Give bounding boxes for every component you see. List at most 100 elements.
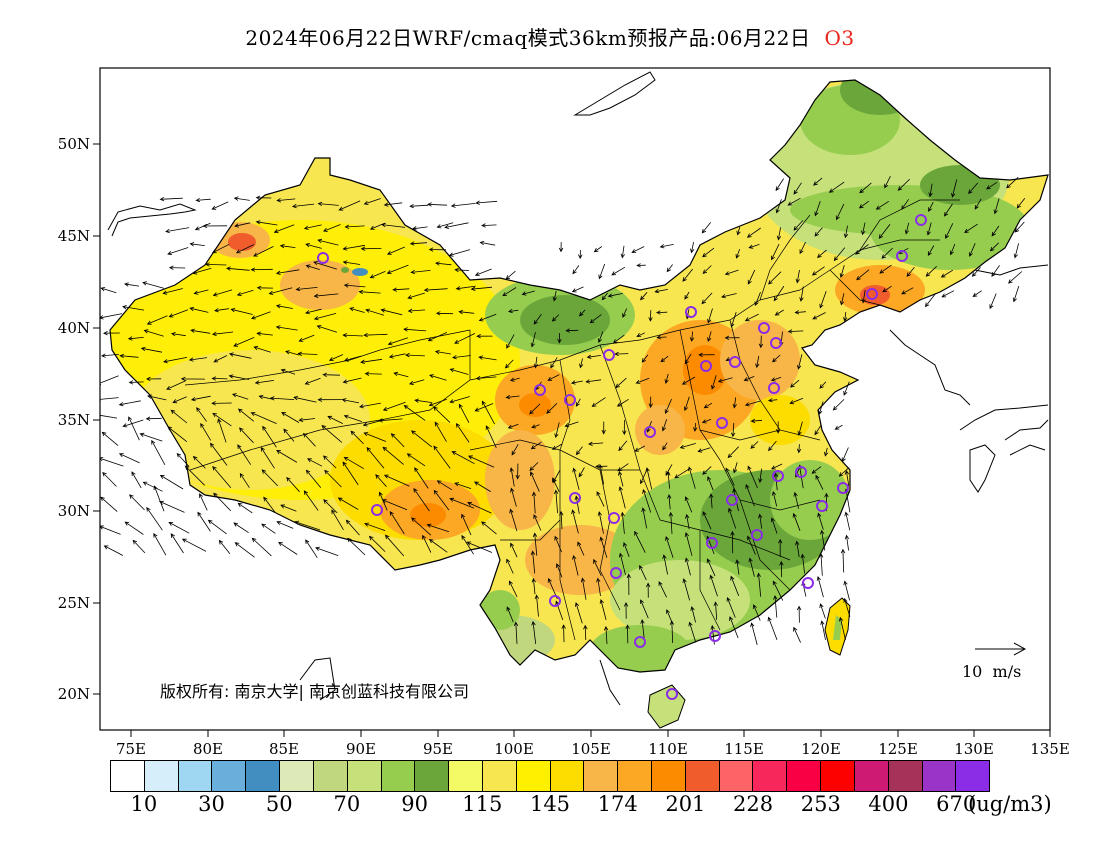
city-marker[interactable] xyxy=(534,384,546,396)
wind-arrow xyxy=(797,354,803,370)
wind-arrow xyxy=(620,511,625,534)
wind-arrow xyxy=(190,395,211,402)
wind-arrow xyxy=(461,534,474,555)
city-marker[interactable] xyxy=(816,500,828,512)
wind-arrow xyxy=(968,182,979,195)
city-marker[interactable] xyxy=(866,288,878,300)
wind-arrow xyxy=(702,247,715,258)
wind-scale-label: 10 m/s xyxy=(962,662,1021,681)
wind-arrow xyxy=(684,496,693,513)
wind-arrow xyxy=(226,266,250,271)
wind-arrow xyxy=(197,511,211,532)
wind-arrow xyxy=(448,249,471,257)
legend-swatch xyxy=(719,761,754,791)
species-label: O3 xyxy=(824,26,855,50)
lon-label: 110E xyxy=(648,740,688,758)
city-marker[interactable] xyxy=(751,529,763,541)
city-marker[interactable] xyxy=(608,512,620,524)
longitude-axis xyxy=(130,730,1051,737)
wind-arrow xyxy=(389,510,405,535)
wind-arrow xyxy=(728,507,737,529)
city-marker[interactable] xyxy=(716,417,728,429)
legend-value-label: 50 xyxy=(265,792,293,816)
wind-arrow xyxy=(928,183,933,198)
wind-arrow xyxy=(824,447,829,457)
city-marker[interactable] xyxy=(706,537,718,549)
wind-arrow xyxy=(735,248,741,259)
wind-arrow xyxy=(381,499,408,511)
wind-arrow xyxy=(815,474,824,490)
city-marker[interactable] xyxy=(644,426,656,438)
wind-arrow xyxy=(792,512,801,531)
city-marker[interactable] xyxy=(837,482,849,494)
city-marker[interactable] xyxy=(564,394,576,406)
wind-arrow xyxy=(707,475,714,491)
city-marker[interactable] xyxy=(758,322,770,334)
city-marker[interactable] xyxy=(666,688,678,700)
city-marker[interactable] xyxy=(915,214,927,226)
city-marker[interactable] xyxy=(772,470,784,482)
wind-arrow xyxy=(711,375,717,390)
city-marker[interactable] xyxy=(896,250,908,262)
wind-arrow xyxy=(142,481,163,492)
city-marker[interactable] xyxy=(795,466,807,478)
city-marker[interactable] xyxy=(802,577,814,589)
city-marker[interactable] xyxy=(371,504,383,516)
wind-arrow xyxy=(659,244,674,249)
wind-arrow xyxy=(793,626,801,643)
wind-arrow xyxy=(423,287,448,293)
city-marker[interactable] xyxy=(700,360,712,372)
wind-arrow xyxy=(233,522,249,534)
wind-arrow xyxy=(767,616,778,640)
wind-arrow xyxy=(363,332,388,338)
wind-arrow xyxy=(143,329,164,337)
wind-arrow xyxy=(102,471,117,487)
wind-arrow xyxy=(393,371,409,378)
wind-arrow xyxy=(795,269,800,284)
wind-arrow xyxy=(618,440,628,452)
city-marker[interactable] xyxy=(610,567,622,579)
wind-arrow xyxy=(250,311,271,320)
wind-arrow xyxy=(317,397,342,402)
wind-arrow xyxy=(305,243,322,249)
wind-arrow xyxy=(261,523,276,534)
lon-label: 105E xyxy=(571,740,611,758)
city-marker[interactable] xyxy=(569,492,581,504)
wind-arrow xyxy=(596,577,601,596)
wind-arrow xyxy=(168,309,189,318)
wind-arrow xyxy=(927,245,935,257)
city-marker[interactable] xyxy=(770,337,782,349)
wind-arrow xyxy=(593,558,602,576)
wind-arrow xyxy=(551,314,560,322)
wind-arrow xyxy=(163,357,188,364)
wind-arrow xyxy=(554,422,560,439)
wind-arrow xyxy=(263,496,276,513)
city-marker[interactable] xyxy=(549,595,561,607)
lon-label: 75E xyxy=(116,740,146,758)
legend-swatch xyxy=(415,761,450,791)
city-marker[interactable] xyxy=(726,494,738,506)
wind-arrow xyxy=(531,491,537,514)
wind-arrow xyxy=(682,268,693,282)
city-marker[interactable] xyxy=(709,630,721,642)
wind-arrow xyxy=(681,376,696,385)
wind-arrow xyxy=(455,422,470,443)
wind-arrow xyxy=(250,267,273,272)
wind-arrow xyxy=(924,293,937,308)
city-marker[interactable] xyxy=(603,349,615,361)
city-marker[interactable] xyxy=(317,252,329,264)
city-marker[interactable] xyxy=(685,306,697,318)
wind-arrow xyxy=(128,416,140,441)
wind-arrow xyxy=(634,445,645,452)
city-marker[interactable] xyxy=(729,356,741,368)
wind-arrow xyxy=(662,442,668,451)
city-marker[interactable] xyxy=(634,636,646,648)
city-marker[interactable] xyxy=(768,382,780,394)
wind-arrow xyxy=(342,461,359,486)
wind-arrow xyxy=(755,355,760,369)
wind-arrow xyxy=(820,620,826,640)
wind-arrow xyxy=(279,243,296,249)
wind-arrow xyxy=(324,469,342,488)
wind-arrow xyxy=(841,447,849,463)
wind-arrow xyxy=(286,476,300,493)
